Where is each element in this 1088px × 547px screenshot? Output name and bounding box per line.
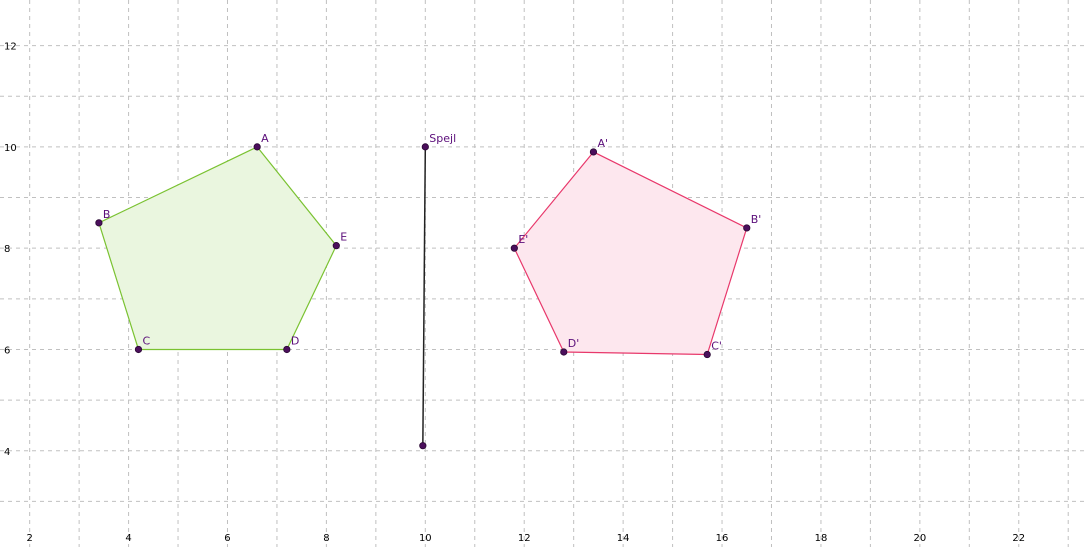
point-D-prime-point[interactable] <box>560 348 568 356</box>
point-C-prime-point[interactable] <box>703 350 711 359</box>
polygons <box>98 146 748 356</box>
mirror-line[interactable] <box>422 146 427 446</box>
point-B-prime-label: B' <box>751 213 762 226</box>
point-D-label: D <box>291 334 299 347</box>
x-tick-label: 6 <box>224 533 230 544</box>
mirrored-pentagon[interactable] <box>513 151 748 356</box>
point-A-prime-label: A' <box>597 137 608 150</box>
y-tick-label: 6 <box>4 345 10 356</box>
y-tick-label: 8 <box>4 244 10 255</box>
mirror-top-point[interactable] <box>421 143 429 151</box>
point-D-point[interactable] <box>283 345 291 354</box>
x-tick-label: 16 <box>716 533 729 544</box>
x-tick-label: 20 <box>913 533 926 544</box>
point-C-point[interactable] <box>134 345 143 354</box>
x-tick-label: 12 <box>518 533 531 544</box>
x-tick-label: 2 <box>26 533 32 544</box>
point-B-prime-point[interactable] <box>743 224 751 232</box>
y-tick-label: 10 <box>4 143 17 154</box>
points: A B C D E A' B' C' D' E' Spejl <box>95 132 762 450</box>
original-pentagon[interactable] <box>98 146 337 351</box>
point-E-prime-label: E' <box>518 233 528 246</box>
point-E-label: E <box>340 231 347 244</box>
point-A-prime-point[interactable] <box>589 148 598 156</box>
x-tick-label: 8 <box>323 533 329 544</box>
point-B-label: B <box>103 208 111 221</box>
mirror-top-label: Spejl <box>429 132 456 145</box>
point-E-point[interactable] <box>332 242 340 250</box>
axis-ticks: 2 4 6 8 10 12 14 16 18 20 22 4 6 8 10 12 <box>4 42 1025 544</box>
y-tick-label: 12 <box>4 42 17 53</box>
point-A-point[interactable] <box>253 143 261 151</box>
mirror-bottom-point[interactable] <box>419 442 427 450</box>
point-E-prime-point[interactable] <box>510 244 518 252</box>
mirror-segment[interactable] <box>422 146 427 446</box>
x-tick-label: 10 <box>419 533 432 544</box>
point-C-prime-label: C' <box>711 340 722 353</box>
x-tick-label: 22 <box>1012 533 1025 544</box>
x-tick-label: 14 <box>617 533 630 544</box>
x-tick-label: 4 <box>125 533 131 544</box>
point-B-point[interactable] <box>95 219 103 227</box>
y-tick-label: 4 <box>4 447 10 458</box>
point-D-prime-label: D' <box>568 337 580 350</box>
point-A-label: A <box>261 132 269 145</box>
point-C-label: C <box>142 334 150 347</box>
x-tick-label: 18 <box>815 533 828 544</box>
